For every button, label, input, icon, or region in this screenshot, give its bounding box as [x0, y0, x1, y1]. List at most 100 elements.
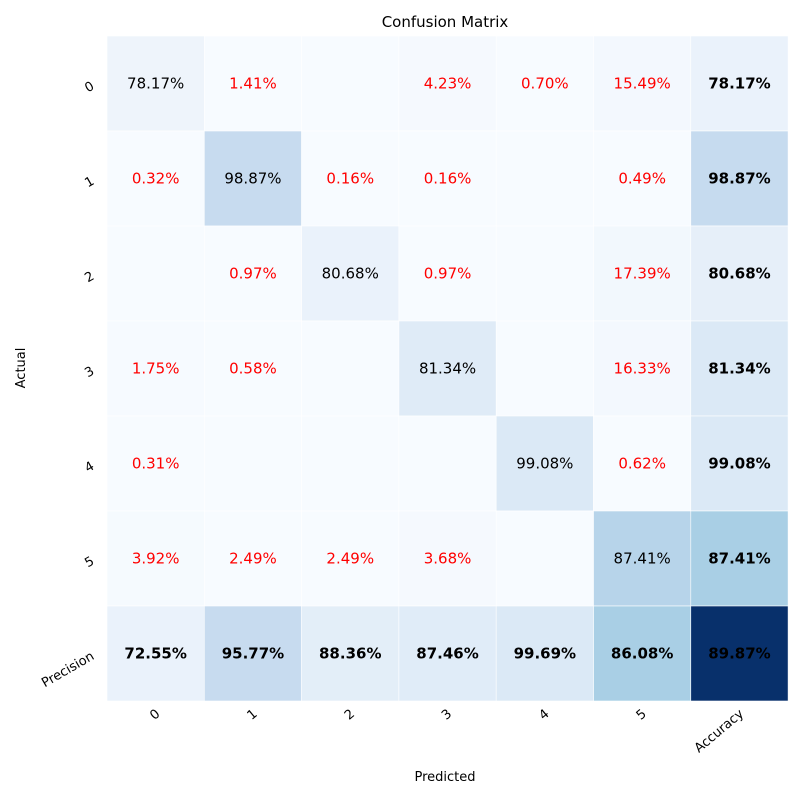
- heatmap-cell: [593, 225, 692, 322]
- cell-value-label: 72.55%: [124, 645, 186, 663]
- heatmap-cell: [204, 130, 302, 227]
- x-tick-label: 3: [439, 707, 455, 724]
- x-tick-label: 1: [245, 707, 261, 724]
- heatmap-cell: [301, 225, 400, 322]
- cell-value-label: 0.32%: [132, 170, 180, 188]
- heatmap-cell: [495, 320, 594, 417]
- heatmap-cell: [398, 130, 497, 227]
- heatmap-cells: 78.17% 1.41% 4.23% 0.70% 15.49% 78.17% 0.32% 98…: [106, 35, 789, 702]
- cell-value-label: 17.39%: [614, 265, 671, 283]
- cell-value-label: 0.97%: [424, 265, 472, 283]
- heatmap-cell: [398, 605, 497, 702]
- heatmap-cell: [495, 225, 594, 322]
- cell-value-label: 98.87%: [708, 170, 770, 188]
- y-axis-label: Actual: [14, 348, 29, 389]
- x-tick-label: 5: [634, 707, 650, 724]
- cell-value-label: 87.41%: [614, 550, 671, 568]
- cell-value-label: 0.62%: [618, 455, 666, 473]
- heatmap-cell: [690, 415, 789, 512]
- y-tick-label: 3: [82, 364, 97, 381]
- heatmap-cell: [690, 35, 789, 132]
- cell-value-label: 0.16%: [326, 170, 374, 188]
- heatmap-cell: [398, 320, 497, 417]
- cell-value-label: 0.70%: [521, 75, 569, 93]
- cell-value-label: 95.77%: [222, 645, 284, 663]
- heatmap-cell: [204, 415, 302, 512]
- cell-value-label: 3.92%: [132, 550, 180, 568]
- heatmap-cell: [690, 130, 789, 227]
- heatmap-cell: [106, 225, 205, 322]
- cell-value-label: 87.41%: [708, 550, 770, 568]
- heatmap-cell: [398, 415, 497, 512]
- cell-value-label: 1.75%: [132, 360, 180, 378]
- y-tick-label: 2: [82, 269, 97, 286]
- heatmap-cell: [593, 605, 692, 702]
- heatmap-cell: [204, 605, 302, 702]
- heatmap-cell: [301, 605, 400, 702]
- heatmap-cell: [204, 225, 302, 322]
- heatmap-cell: [495, 130, 594, 227]
- x-tick-label: 4: [536, 707, 552, 724]
- cell-value-label: 81.34%: [419, 360, 476, 378]
- y-axis-ticks: 0 1 2 3 4 5 Precision: [39, 79, 97, 691]
- cell-value-label: 0.31%: [132, 455, 180, 473]
- cell-value-label: 80.68%: [708, 265, 770, 283]
- cell-value-label: 1.41%: [229, 75, 277, 93]
- heatmap-cell: [690, 320, 789, 417]
- cell-value-label: 16.33%: [614, 360, 671, 378]
- x-tick-label: 2: [342, 707, 358, 724]
- cell-value-label: 2.49%: [229, 550, 277, 568]
- heatmap-cell: [593, 510, 692, 607]
- heatmap-cell: [204, 510, 302, 607]
- heatmap-cell: [106, 415, 205, 512]
- heatmap-cell: [106, 35, 205, 132]
- cell-value-label: 0.16%: [424, 170, 472, 188]
- heatmap-cell: [398, 225, 497, 322]
- y-tick-label: 1: [82, 174, 97, 191]
- heatmap-cell: [398, 35, 497, 132]
- heatmap-cell: [593, 320, 692, 417]
- cell-value-label: 0.97%: [229, 265, 277, 283]
- cell-value-label: 0.58%: [229, 360, 277, 378]
- cell-value-label: 98.87%: [224, 170, 281, 188]
- heatmap-cell: [106, 510, 205, 607]
- x-axis-label: Predicted: [414, 770, 475, 785]
- heatmap-cell: [495, 510, 594, 607]
- y-tick-label: Precision: [39, 649, 97, 691]
- cell-value-label: 15.49%: [614, 75, 671, 93]
- cell-value-label: 78.17%: [127, 75, 184, 93]
- cell-value-label: 78.17%: [708, 75, 770, 93]
- cell-value-label: 2.49%: [326, 550, 374, 568]
- heatmap-cell: [690, 605, 789, 702]
- cell-value-label: 99.08%: [516, 455, 573, 473]
- heatmap-cell: [495, 35, 594, 132]
- cell-value-label: 99.69%: [514, 645, 576, 663]
- cell-value-label: 0.49%: [618, 170, 666, 188]
- heatmap-cell: [106, 320, 205, 417]
- heatmap-cell: [204, 35, 302, 132]
- heatmap-cell: [301, 415, 400, 512]
- cell-value-label: 99.08%: [708, 455, 770, 473]
- y-tick-label: 5: [82, 554, 97, 571]
- heatmap-cell: [301, 35, 400, 132]
- cell-value-label: 80.68%: [322, 265, 379, 283]
- heatmap-cell: [690, 225, 789, 322]
- heatmap-cell: [106, 130, 205, 227]
- cell-value-label: 89.87%: [708, 645, 770, 663]
- heatmap-cell: [301, 510, 400, 607]
- x-tick-label: 0: [147, 707, 163, 724]
- x-tick-label: Accuracy: [692, 706, 747, 756]
- cell-value-label: 86.08%: [611, 645, 673, 663]
- heatmap-cell: [593, 415, 692, 512]
- y-tick-label: 0: [82, 79, 97, 96]
- cell-value-label: 3.68%: [424, 550, 472, 568]
- heatmap-cell: [593, 35, 692, 132]
- y-tick-label: 4: [82, 459, 97, 476]
- cell-value-label: 4.23%: [424, 75, 472, 93]
- cell-value-label: 88.36%: [319, 645, 381, 663]
- cell-value-label: 81.34%: [708, 360, 770, 378]
- heatmap-cell: [301, 320, 400, 417]
- heatmap-cell: [204, 320, 302, 417]
- chart-title: Confusion Matrix: [382, 13, 509, 31]
